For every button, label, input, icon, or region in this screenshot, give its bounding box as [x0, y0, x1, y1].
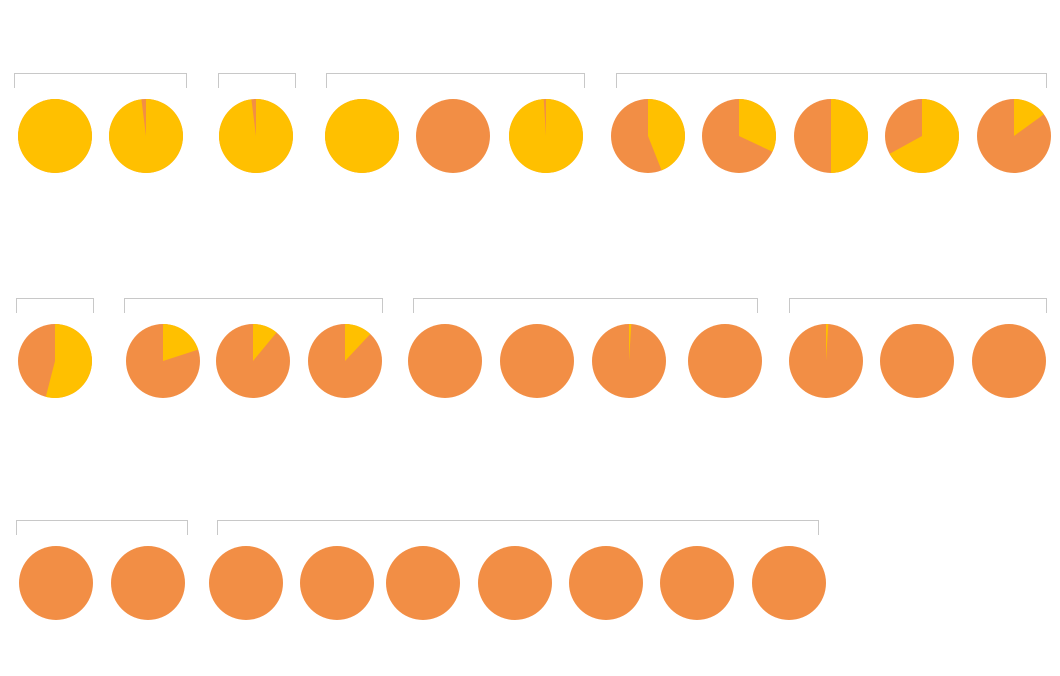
group-bracket — [413, 298, 758, 313]
pie-slice — [345, 324, 371, 361]
pie-rest — [569, 546, 643, 620]
pie-slice — [831, 99, 868, 173]
pie-rest — [752, 546, 826, 620]
pie-rest — [416, 99, 490, 173]
pie-slice — [325, 99, 399, 173]
pie-rest — [660, 546, 734, 620]
group-bracket — [16, 520, 188, 535]
pie-slice — [509, 99, 584, 174]
group-bracket — [789, 298, 1047, 313]
pie-rest — [111, 546, 185, 620]
pie-rest — [19, 546, 93, 620]
pie-slice — [889, 99, 960, 173]
group-bracket — [218, 73, 296, 88]
group-bracket — [616, 73, 1047, 88]
group-bracket — [124, 298, 383, 313]
pie-slice — [219, 99, 294, 173]
pie-slice — [739, 99, 776, 152]
pie-slice — [163, 324, 199, 361]
pie-rest — [500, 324, 574, 398]
pie-rest — [972, 324, 1046, 398]
pie-slice — [253, 324, 277, 361]
pie-slice — [45, 324, 92, 398]
group-bracket — [14, 73, 187, 88]
pie-slice — [648, 99, 685, 171]
group-bracket — [326, 73, 585, 88]
pie-slice — [629, 324, 632, 361]
pie-rest — [478, 546, 552, 620]
pie-rest — [386, 546, 460, 620]
pie-slice — [1014, 99, 1044, 136]
pie-slice — [18, 99, 92, 173]
pie-rest — [209, 546, 283, 620]
pie-rest — [688, 324, 762, 398]
pie-rest — [300, 546, 374, 620]
pie-rest — [880, 324, 954, 398]
group-bracket — [217, 520, 819, 535]
pie-rest — [408, 324, 482, 398]
group-bracket — [16, 298, 94, 313]
pie-slice — [109, 99, 184, 174]
pie-slice — [826, 324, 829, 361]
